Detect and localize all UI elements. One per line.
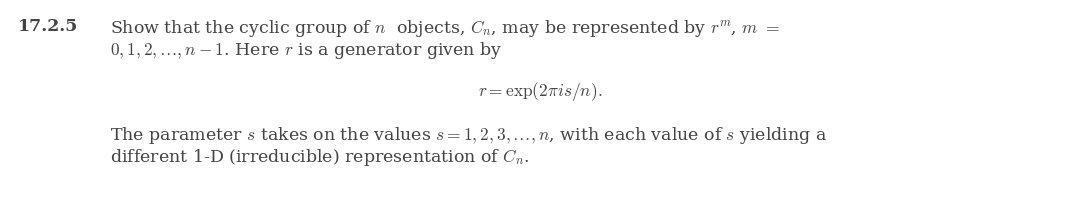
Text: different 1-D (irreducible) representation of $C_n$.: different 1-D (irreducible) representati… [110,147,529,168]
Text: The parameter $s$ takes on the values $s = 1, 2, 3, \ldots, n$, with each value : The parameter $s$ takes on the values $s… [110,125,827,146]
Text: $r = \mathrm{exp}(2\pi i s/n).$: $r = \mathrm{exp}(2\pi i s/n).$ [477,80,603,103]
Text: 17.2.5: 17.2.5 [18,18,79,35]
Text: Show that the cyclic group of $n$  objects, $C_n$, may be represented by $r^m$, : Show that the cyclic group of $n$ object… [110,18,780,39]
Text: $0, 1, 2, \ldots, n - 1$. Here $r$ is a generator given by: $0, 1, 2, \ldots, n - 1$. Here $r$ is a … [110,40,502,61]
